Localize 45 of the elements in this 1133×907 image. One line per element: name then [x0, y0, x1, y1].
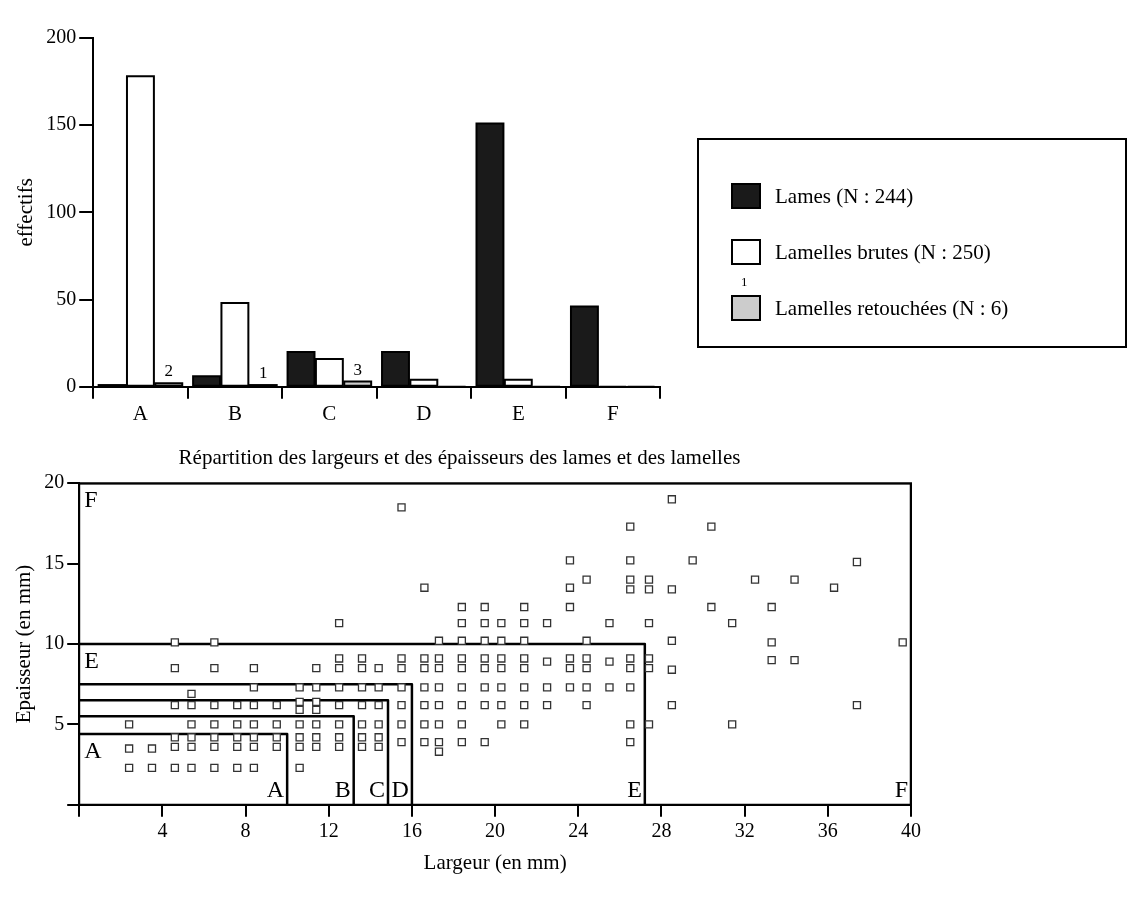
- x-tick-label: F: [606, 400, 619, 425]
- y-tick-label: 0: [66, 374, 77, 397]
- annotation: B: [334, 776, 351, 803]
- annotation: A: [266, 776, 285, 803]
- y-tick-label: 20: [44, 470, 65, 493]
- annotation: D: [391, 776, 409, 803]
- x-tick-label: D: [416, 400, 432, 425]
- y-tick-label: 100: [46, 199, 77, 222]
- x-tick-label: B: [227, 400, 242, 425]
- y-tick-label: 150: [46, 112, 77, 135]
- x-tick-label: 24: [568, 819, 589, 842]
- annotation: F: [894, 776, 908, 803]
- y-tick-label: 15: [44, 550, 65, 573]
- y-tick-label: 5: [54, 711, 65, 734]
- x-axis-title: Largeur (en mm): [423, 849, 567, 874]
- x-tick-label: C: [322, 400, 337, 425]
- text: 1: [741, 274, 748, 290]
- y-tick-label: 200: [46, 25, 77, 48]
- data-label: 3: [353, 359, 362, 379]
- y-tick-label: 10: [44, 631, 65, 654]
- chart-title: Répartition des largeurs et des épaisseurs des lames et des lamelles: [178, 445, 741, 470]
- x-tick-label: 28: [651, 819, 672, 842]
- annotation: C: [368, 776, 386, 803]
- legend-label: Lames (N : 244): [775, 183, 914, 209]
- annotation: E: [627, 776, 642, 803]
- x-tick-label: 20: [485, 819, 506, 842]
- x-tick-label: 16: [401, 819, 422, 842]
- x-tick-label: E: [511, 400, 525, 425]
- x-tick-label: 12: [318, 819, 339, 842]
- annotation: A: [84, 737, 103, 764]
- data-label: 2: [164, 361, 174, 381]
- legend-label: Lamelles retouchées (N : 6): [775, 295, 1009, 321]
- x-tick-label: 8: [240, 819, 251, 842]
- y-axis-title: Epaisseur (en mm): [11, 564, 36, 724]
- x-tick-label: A: [132, 400, 149, 425]
- annotation: F: [84, 486, 98, 513]
- x-tick-label: 32: [734, 819, 755, 842]
- text: Lamelles brutes (N : 250): [775, 239, 991, 265]
- y-tick-label: 50: [56, 286, 77, 309]
- x-tick-label: 40: [901, 819, 921, 842]
- data-label: 1: [258, 363, 268, 383]
- y-axis-title: effectifs: [13, 178, 38, 247]
- x-tick-label: 36: [817, 819, 838, 842]
- annotation: E: [84, 647, 99, 674]
- x-tick-label: 4: [157, 819, 168, 842]
